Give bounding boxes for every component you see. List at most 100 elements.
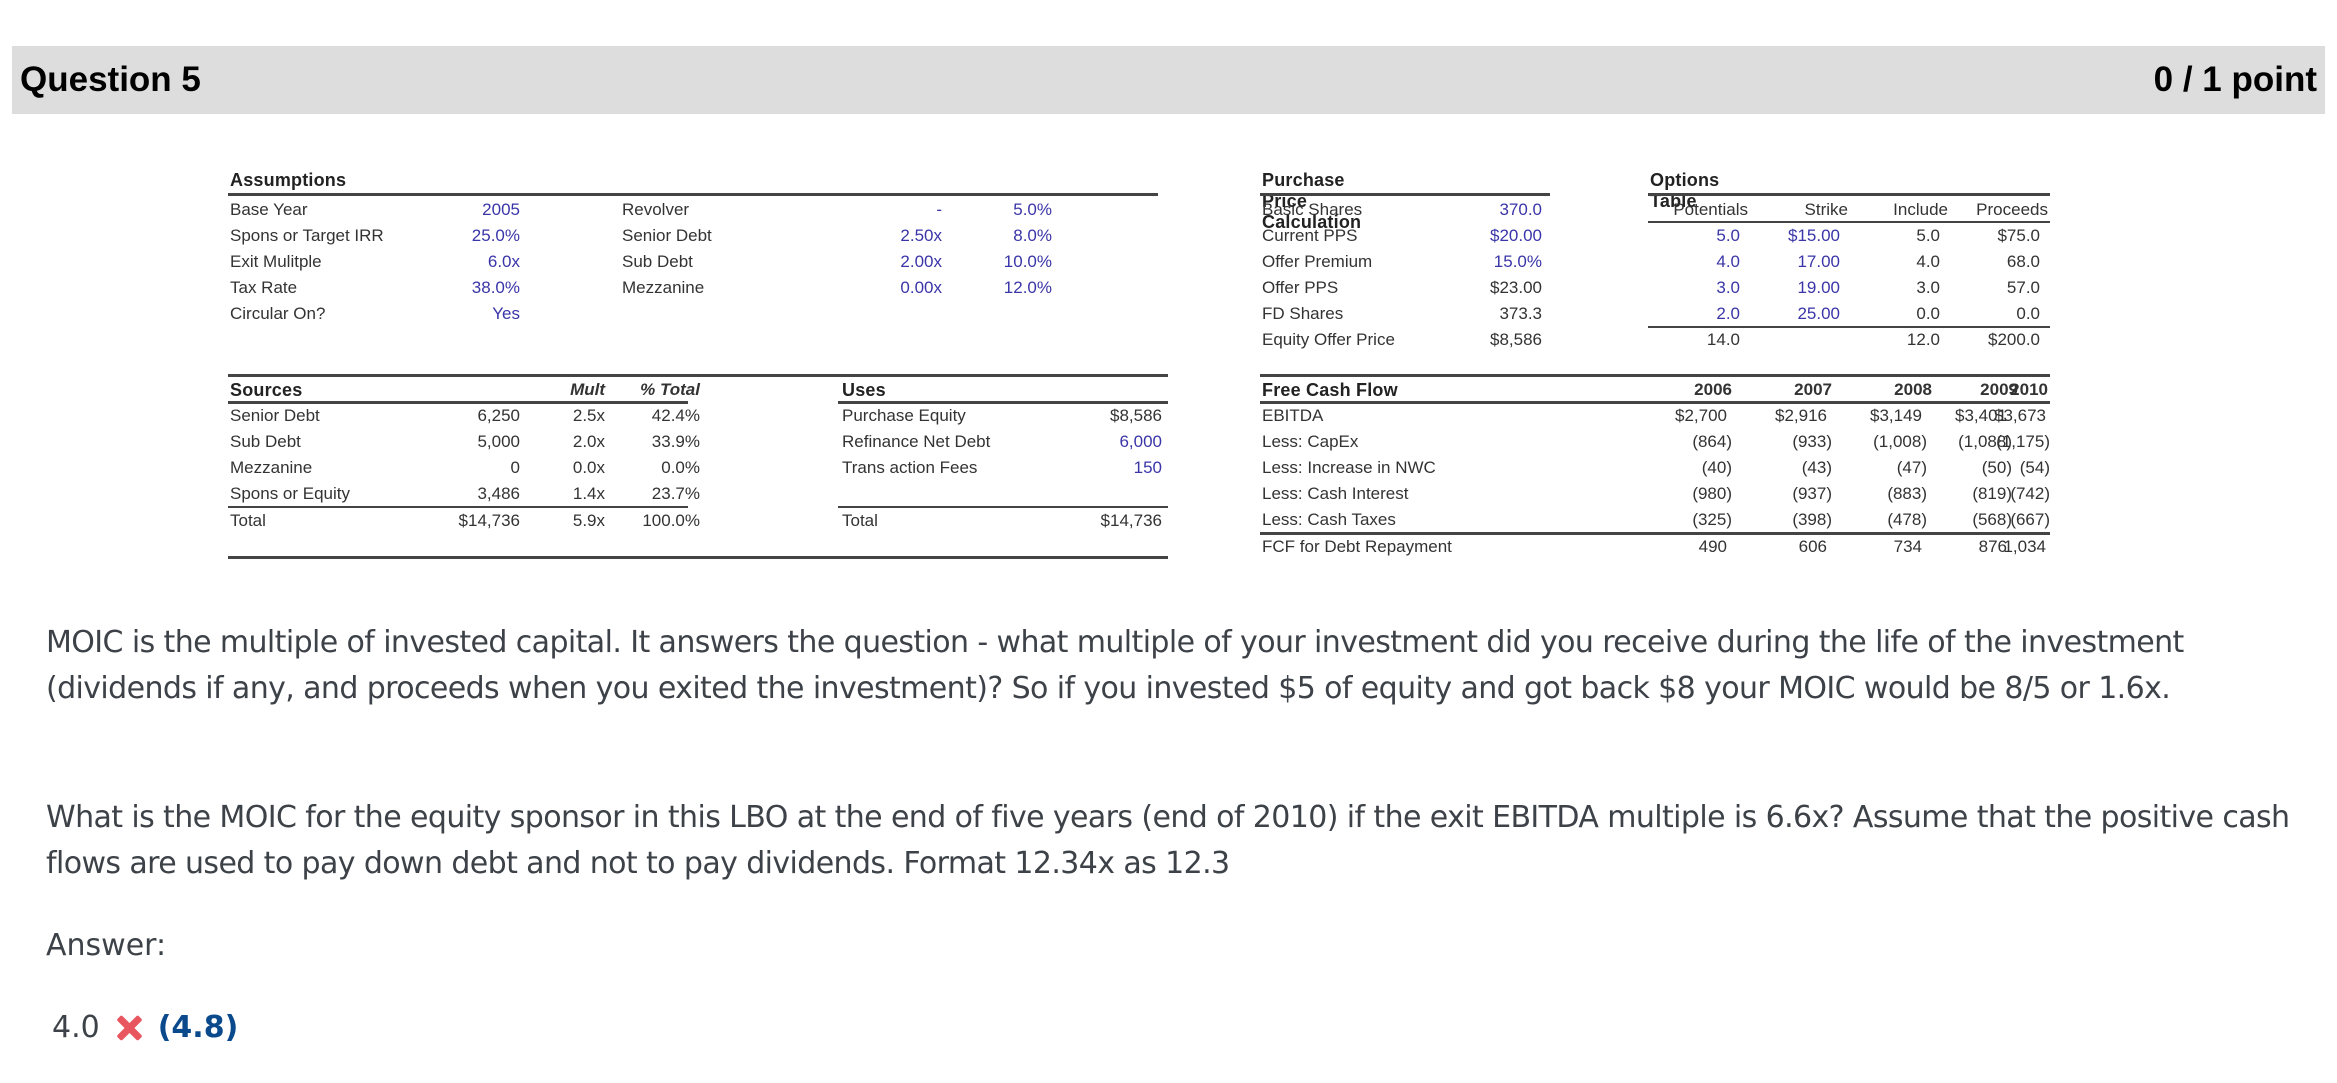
fcf-value: (1,175) bbox=[1996, 432, 2050, 451]
options-table-title: Options Table bbox=[1650, 170, 1720, 211]
source-pct: 0.0% bbox=[661, 458, 700, 477]
use-total-label: Total bbox=[842, 511, 878, 530]
question-points: 0 / 1 point bbox=[2153, 60, 2317, 99]
options-total-cell: 12.0 bbox=[1906, 330, 1940, 349]
question-prompt: What is the MOIC for the equity sponsor … bbox=[46, 800, 2290, 881]
divider bbox=[228, 556, 1168, 559]
source-total-pct: 100.0% bbox=[642, 511, 700, 530]
pp-value: $23.00 bbox=[1490, 278, 1542, 297]
divider bbox=[1260, 193, 1550, 196]
options-header: Potentials bbox=[1673, 200, 1748, 219]
debt-mult: - bbox=[936, 200, 942, 219]
assumption-value: 25.0% bbox=[471, 226, 520, 245]
options-header: Strike bbox=[1804, 200, 1848, 219]
divider bbox=[1648, 326, 2050, 328]
source-amount: 0 bbox=[510, 458, 520, 477]
source-pct: 23.7% bbox=[651, 484, 700, 503]
source-mult: 0.0x bbox=[572, 458, 605, 477]
correct-answer: (4.8) bbox=[157, 1010, 239, 1045]
fcf-total-row: FCF for Debt Repayment 490 606 734 876 1… bbox=[1262, 534, 2050, 560]
pp-label: Current PPS bbox=[1262, 226, 1358, 245]
assumption-label: Spons or Target IRR bbox=[230, 226, 384, 245]
sources-title: Sources bbox=[230, 380, 303, 400]
pp-value: 370.0 bbox=[1499, 200, 1542, 219]
pp-value: 15.0% bbox=[1493, 252, 1542, 271]
fcf-total-label: FCF for Debt Repayment bbox=[1262, 537, 1452, 556]
sources-header-pct: % Total bbox=[640, 380, 700, 399]
options-row: 3.0 19.00 3.0 57.0 bbox=[1648, 275, 2050, 301]
fcf-year: 2008 bbox=[1894, 380, 1932, 399]
fcf-value: (325) bbox=[1692, 510, 1732, 529]
options-cell: 3.0 bbox=[1916, 278, 1940, 297]
fcf-value: (933) bbox=[1792, 432, 1832, 451]
options-cell: 57.0 bbox=[2006, 278, 2040, 297]
pp-label: Basic Shares bbox=[1262, 200, 1363, 219]
source-label: Senior Debt bbox=[230, 406, 320, 425]
source-label: Mezzanine bbox=[230, 458, 313, 477]
options-cell: 25.00 bbox=[1797, 304, 1840, 323]
fcf-value: $2,700 bbox=[1675, 406, 1727, 425]
fcf-value: (568) bbox=[1972, 510, 2012, 529]
incorrect-x-icon bbox=[116, 1015, 142, 1041]
fcf-total-value: 606 bbox=[1798, 537, 1827, 556]
pp-label: Offer PPS bbox=[1262, 278, 1339, 297]
fcf-value: (478) bbox=[1887, 510, 1927, 529]
pp-value: $20.00 bbox=[1490, 226, 1542, 245]
debt-label: Senior Debt bbox=[622, 226, 712, 245]
source-amount: 5,000 bbox=[477, 432, 520, 451]
options-row: 4.0 17.00 4.0 68.0 bbox=[1648, 249, 2050, 275]
assumption-value: 38.0% bbox=[471, 278, 520, 297]
assumption-label: Tax Rate bbox=[230, 278, 298, 297]
options-total-cell: $200.0 bbox=[1988, 330, 2040, 349]
fcf-value: $2,916 bbox=[1775, 406, 1827, 425]
options-cell: 0.0 bbox=[2016, 304, 2040, 323]
use-amount: 150 bbox=[1133, 458, 1162, 477]
debt-rate: 12.0% bbox=[1003, 278, 1052, 297]
debt-rate: 5.0% bbox=[1013, 200, 1052, 219]
options-cell: 4.0 bbox=[1916, 252, 1940, 271]
use-label: Refinance Net Debt bbox=[842, 432, 991, 451]
fcf-value: (50) bbox=[1981, 458, 2012, 477]
divider bbox=[1648, 221, 2050, 223]
debt-rate: 8.0% bbox=[1013, 226, 1052, 245]
debt-label: Mezzanine bbox=[622, 278, 705, 297]
fcf-row: Less: Cash Taxes (325) (398) (478) (568)… bbox=[1262, 507, 2050, 533]
use-amount: $8,586 bbox=[1110, 406, 1162, 425]
fcf-value: (883) bbox=[1887, 484, 1927, 503]
options-cell: 0.0 bbox=[1916, 304, 1940, 323]
assumption-label: Exit Mulitple bbox=[230, 252, 322, 271]
fcf-row: EBITDA $2,700 $2,916 $3,149 $3,401 $3,67… bbox=[1262, 403, 2050, 429]
source-total-mult: 5.9x bbox=[572, 511, 605, 530]
fcf-label: Less: Cash Interest bbox=[1262, 484, 1409, 503]
options-cell: 4.0 bbox=[1716, 252, 1740, 271]
options-row: 5.0 $15.00 5.0 $75.0 bbox=[1648, 223, 2050, 249]
source-total-amount: $14,736 bbox=[458, 511, 520, 530]
debt-mult: 2.50x bbox=[900, 226, 942, 245]
fcf-total-value: 876 bbox=[1978, 537, 2007, 556]
fcf-year: 2009 bbox=[1980, 380, 2018, 399]
debt-rate: 10.0% bbox=[1003, 252, 1052, 271]
fcf-total-value: 734 bbox=[1893, 537, 1922, 556]
pp-label: Equity Offer Price bbox=[1262, 330, 1395, 349]
source-pct: 33.9% bbox=[651, 432, 700, 451]
answer-label: Answer: bbox=[46, 928, 167, 963]
use-label: Trans action Fees bbox=[842, 458, 978, 477]
fcf-total-value: 490 bbox=[1698, 537, 1727, 556]
question-explanation: MOIC is the multiple of invested capital… bbox=[46, 625, 2184, 706]
fcf-value: (742) bbox=[2010, 484, 2050, 503]
options-cell: 5.0 bbox=[1716, 226, 1740, 245]
divider bbox=[228, 374, 1168, 377]
source-label: Sub Debt bbox=[230, 432, 301, 451]
uses-header-row: Uses bbox=[842, 377, 886, 403]
fcf-value: (864) bbox=[1692, 432, 1732, 451]
fcf-year: 2007 bbox=[1794, 380, 1832, 399]
source-mult: 2.5x bbox=[572, 406, 605, 425]
fcf-label: EBITDA bbox=[1262, 406, 1324, 425]
options-cell: $75.0 bbox=[1997, 226, 2040, 245]
fcf-value: $3,401 bbox=[1955, 406, 2007, 425]
options-total-cell: 14.0 bbox=[1706, 330, 1740, 349]
options-row: 2.0 25.00 0.0 0.0 bbox=[1648, 301, 2050, 327]
fcf-row: Less: Increase in NWC (40) (43) (47) (50… bbox=[1262, 455, 2050, 481]
fcf-value: $3,673 bbox=[1994, 406, 2046, 425]
debt-mult: 0.00x bbox=[900, 278, 942, 297]
